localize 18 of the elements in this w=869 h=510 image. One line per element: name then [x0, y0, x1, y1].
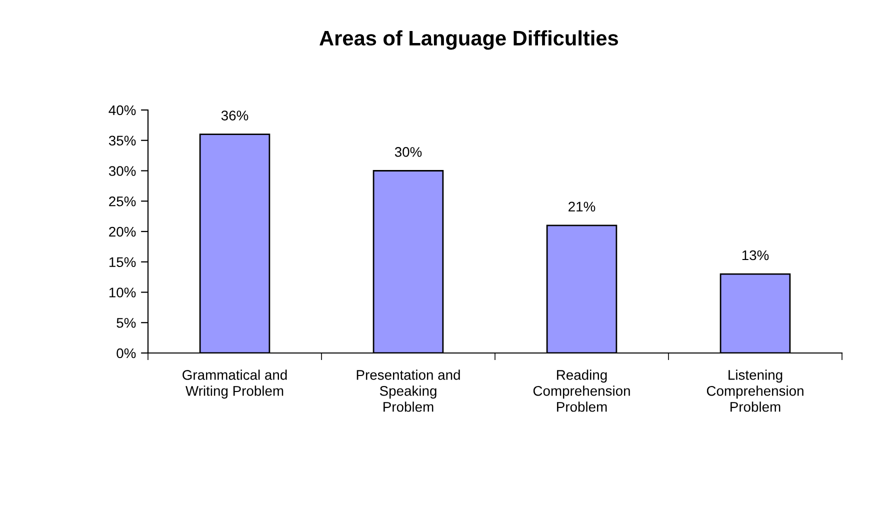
- x-tick-label: Presentation and Speaking Problem: [356, 370, 460, 412]
- chart-title: Areas of Language Difficulties: [320, 30, 618, 50]
- y-tick-label: 10%: [109, 288, 136, 298]
- x-tick-label: Listening Comprehension Problem: [706, 370, 804, 412]
- y-tick-label: 25%: [109, 196, 136, 206]
- x-tick-label: Reading Comprehension Problem: [533, 370, 630, 412]
- y-tick-label: 35%: [108, 136, 136, 146]
- y-tick-label: 0%: [116, 348, 136, 358]
- data-label: 30%: [394, 147, 422, 157]
- y-tick-label: 40%: [108, 105, 136, 116]
- y-tick-label: 5%: [116, 318, 136, 328]
- data-label: 36%: [221, 110, 248, 120]
- data-label: 13%: [742, 250, 769, 260]
- y-tick-label: 15%: [109, 257, 136, 268]
- x-tick-label: Grammatical and Writing Problem: [182, 370, 287, 399]
- data-label: 21%: [568, 202, 596, 212]
- y-tick-label: 20%: [109, 226, 136, 237]
- y-tick-label: 30%: [108, 166, 136, 176]
